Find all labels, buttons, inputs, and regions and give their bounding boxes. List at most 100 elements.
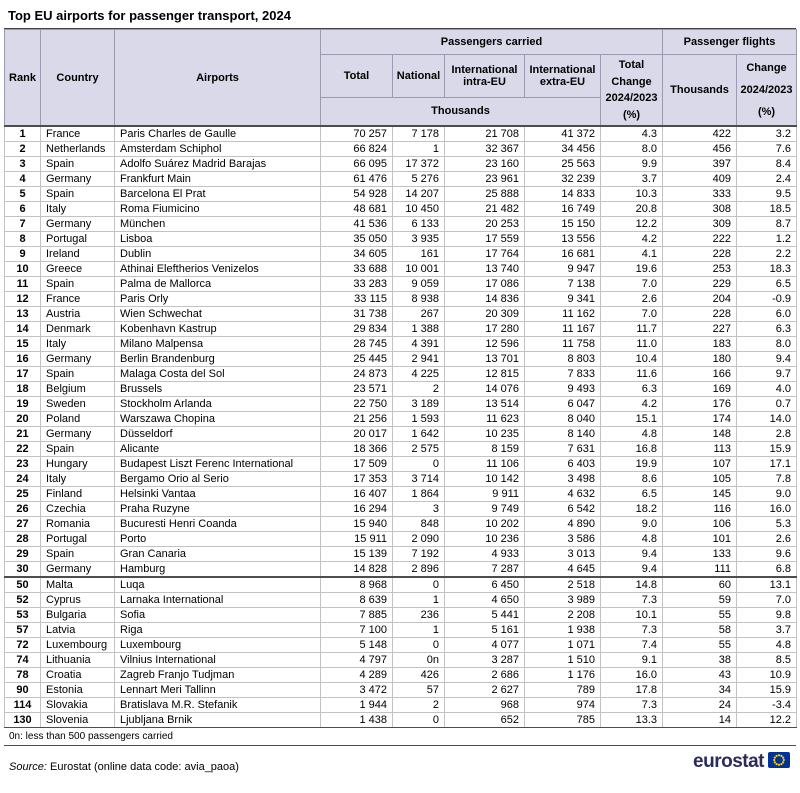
airport-cell: Milano Malpensa (114, 336, 321, 352)
national-passengers-cell: 1 864 (392, 486, 445, 502)
country-cell: Slovakia (40, 697, 115, 713)
country-cell: Poland (40, 411, 115, 427)
rank-cell: 25 (4, 486, 41, 502)
table-row: 8 Portugal Lisboa 35 050 3 935 17 559 13… (4, 231, 798, 247)
flights-change-cell: 2.8 (735, 426, 798, 442)
total-change-cell: 4.8 (600, 426, 663, 442)
intl-intra-eu-cell: 17 764 (444, 246, 525, 262)
total-passengers-cell: 4 289 (320, 667, 393, 683)
flights-change-line-change: Change (746, 62, 787, 74)
national-passengers-cell: 267 (392, 306, 445, 322)
rank-cell: 2 (4, 141, 41, 157)
national-passengers-cell: 10 450 (392, 201, 445, 217)
flights-thousands-cell: 253 (662, 261, 737, 277)
total-change-cell: 7.3 (600, 592, 663, 608)
total-change-cell: 16.8 (600, 441, 663, 457)
flights-thousands-cell: 228 (662, 306, 737, 322)
total-change-cell: 4.8 (600, 531, 663, 547)
country-cell: Croatia (40, 667, 115, 683)
total-change-cell: 7.0 (600, 306, 663, 322)
intl-intra-eu-cell: 10 202 (444, 516, 525, 532)
intl-intra-eu-cell: 9 749 (444, 501, 525, 517)
table-row: 12 France Paris Orly 33 115 8 938 14 836… (4, 291, 798, 307)
country-cell: Greece (40, 261, 115, 277)
country-cell: Germany (40, 561, 115, 578)
national-passengers-cell: 3 189 (392, 396, 445, 412)
total-change-cell: 2.6 (600, 291, 663, 307)
intl-intra-eu-cell: 13 701 (444, 351, 525, 367)
total-change-cell: 17.8 (600, 682, 663, 698)
airport-cell: Kobenhavn Kastrup (114, 321, 321, 337)
total-passengers-cell: 24 873 (320, 366, 393, 382)
national-passengers-cell: 0 (392, 712, 445, 728)
airport-cell: Bergamo Orio al Serio (114, 471, 321, 487)
flights-thousands-cell: 106 (662, 516, 737, 532)
rank-cell: 10 (4, 261, 41, 277)
airport-cell: Bratislava M.R. Stefanik (114, 697, 321, 713)
flights-change-cell: 18.5 (735, 201, 798, 217)
airport-cell: Paris Charles de Gaulle (114, 125, 321, 142)
flights-change-cell: 8.7 (735, 216, 798, 232)
national-passengers-cell: 6 133 (392, 216, 445, 232)
total-passengers-cell: 35 050 (320, 231, 393, 247)
national-passengers-cell: 0 (392, 637, 445, 653)
airport-cell: Riga (114, 622, 321, 638)
country-cell: Spain (40, 156, 115, 172)
total-change-cell: 18.2 (600, 501, 663, 517)
header-cell-national: National (392, 54, 445, 98)
total-passengers-cell: 66 095 (320, 156, 393, 172)
intl-intra-eu-cell: 17 086 (444, 276, 525, 292)
intl-extra-eu-cell: 974 (524, 697, 601, 713)
national-passengers-cell: 17 372 (392, 156, 445, 172)
airport-cell: Brussels (114, 381, 321, 397)
rank-cell: 52 (4, 592, 41, 608)
intl-intra-eu-cell: 23 961 (444, 171, 525, 187)
total-passengers-cell: 20 017 (320, 426, 393, 442)
table-row: 114 Slovakia Bratislava M.R. Stefanik 1 … (4, 697, 798, 713)
airport-cell: Malaga Costa del Sol (114, 366, 321, 382)
table-row: 15 Italy Milano Malpensa 28 745 4 391 12… (4, 336, 798, 352)
total-change-cell: 20.8 (600, 201, 663, 217)
table-row: 29 Spain Gran Canaria 15 139 7 192 4 933… (4, 546, 798, 562)
table-row: 23 Hungary Budapest Liszt Ferenc Interna… (4, 456, 798, 472)
airport-cell: Amsterdam Schiphol (114, 141, 321, 157)
table-row: 9 Ireland Dublin 34 605 161 17 764 16 68… (4, 246, 798, 262)
intl-intra-eu-cell: 2 627 (444, 682, 525, 698)
intl-extra-eu-cell: 785 (524, 712, 601, 728)
footnote: 0n: less than 500 passengers carried (9, 731, 173, 742)
intl-intra-eu-cell: 10 236 (444, 531, 525, 547)
intl-intra-eu-cell: 2 686 (444, 667, 525, 683)
national-passengers-cell: 236 (392, 607, 445, 623)
total-passengers-cell: 33 283 (320, 276, 393, 292)
flights-change-cell: 0.7 (735, 396, 798, 412)
total-change-line-change: Change (611, 75, 652, 88)
flights-thousands-cell: 34 (662, 682, 737, 698)
flights-change-cell: 9.7 (735, 366, 798, 382)
airport-cell: Luxembourg (114, 637, 321, 653)
intl-intra-eu-cell: 10 142 (444, 471, 525, 487)
total-passengers-cell: 14 828 (320, 561, 393, 578)
logo-wordmark: eurostat (693, 751, 764, 772)
intl-extra-eu-cell: 7 138 (524, 276, 601, 292)
intl-extra-eu-cell: 9 493 (524, 381, 601, 397)
total-passengers-cell: 4 797 (320, 652, 393, 668)
rank-cell: 14 (4, 321, 41, 337)
rank-cell: 53 (4, 607, 41, 623)
airport-cell: Larnaka International (114, 592, 321, 608)
total-passengers-cell: 15 139 (320, 546, 393, 562)
country-cell: Hungary (40, 456, 115, 472)
flights-thousands-cell: 148 (662, 426, 737, 442)
total-change-cell: 9.0 (600, 516, 663, 532)
intl-extra-eu-cell: 789 (524, 682, 601, 698)
intl-extra-eu-cell: 16 749 (524, 201, 601, 217)
total-passengers-cell: 15 911 (320, 531, 393, 547)
intl-intra-eu-cell: 12 815 (444, 366, 525, 382)
country-cell: Portugal (40, 531, 115, 547)
airport-cell: Praha Ruzyne (114, 501, 321, 517)
rank-cell: 27 (4, 516, 41, 532)
flights-change-cell: 4.0 (735, 381, 798, 397)
intl-extra-eu-cell: 8 803 (524, 351, 601, 367)
intl-intra-eu-cell: 32 367 (444, 141, 525, 157)
rank-cell: 20 (4, 411, 41, 427)
page: Top EU airports for passenger transport,… (4, 8, 798, 773)
